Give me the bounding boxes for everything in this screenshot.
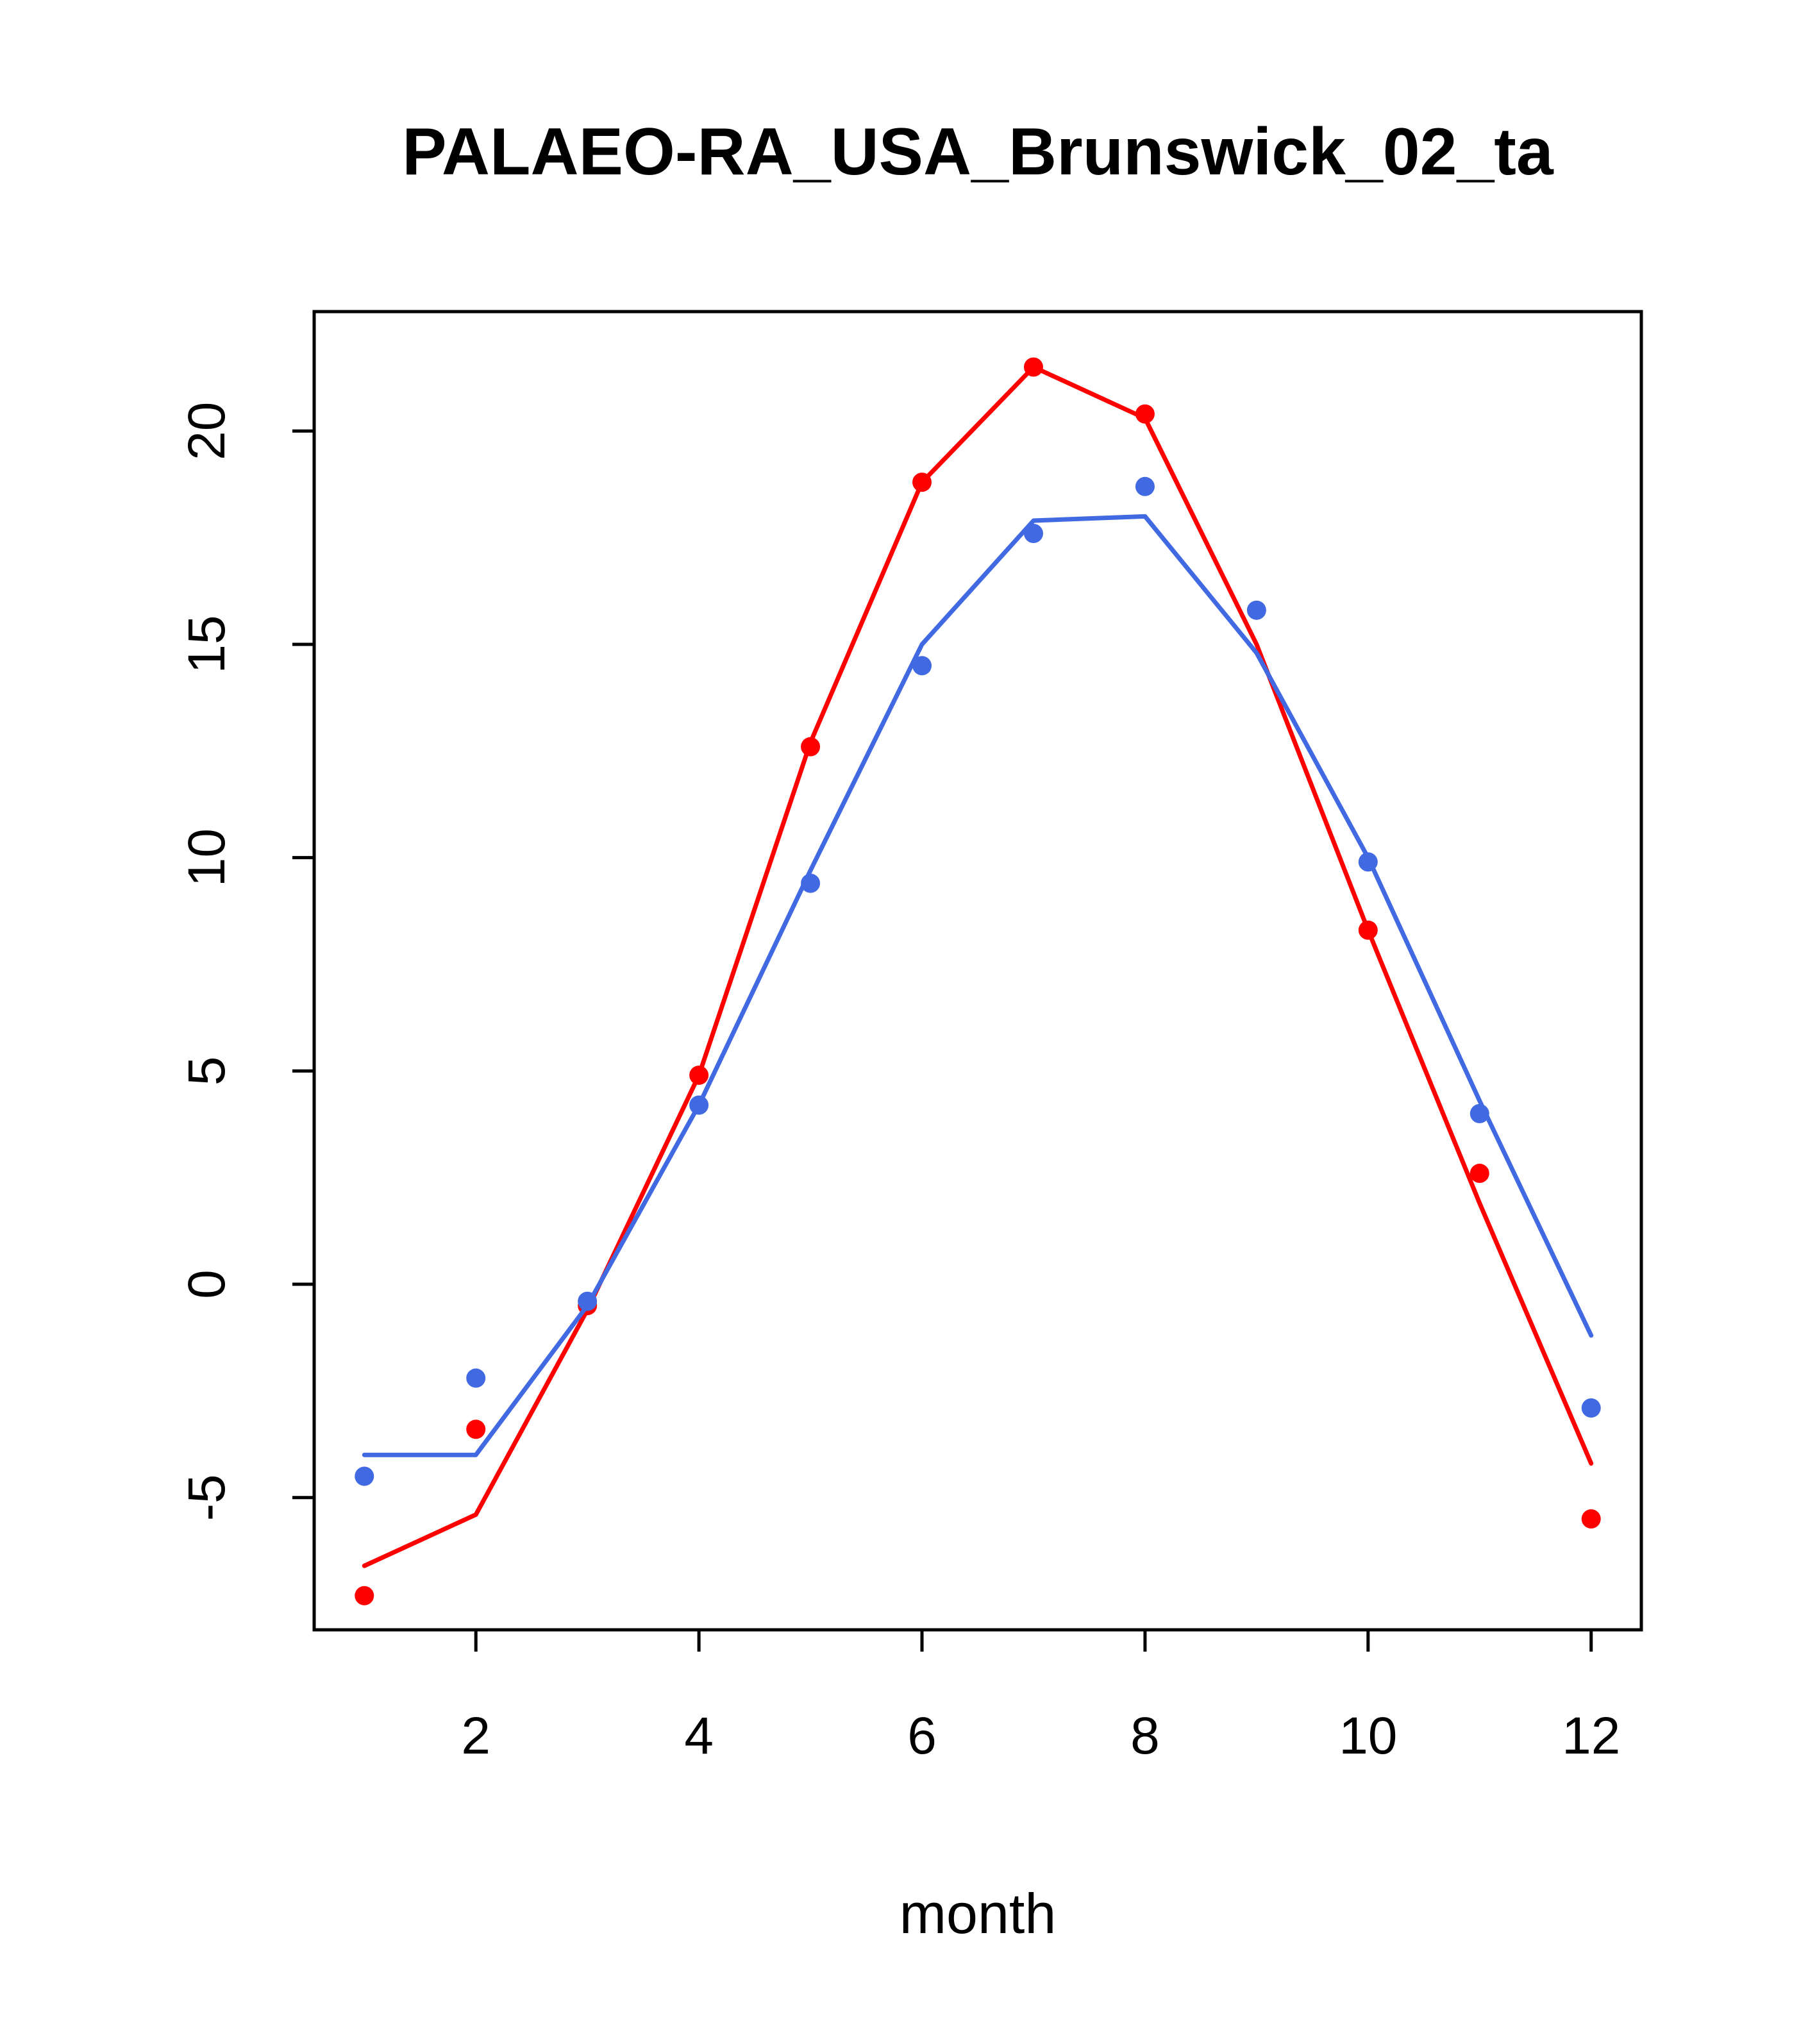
y-tick-label: 0 [178,1269,236,1299]
blue-points-marker [1470,1103,1489,1123]
red-points-marker [689,1066,709,1085]
y-tick-label: -5 [178,1474,236,1521]
blue-points-marker [1358,852,1378,872]
blue-points-marker [466,1368,486,1388]
blue-points-marker [1023,523,1043,543]
red-points-marker [466,1420,486,1439]
y-tick-label: 10 [178,828,236,887]
x-tick-label: 12 [1562,1707,1620,1765]
x-tick-label: 2 [461,1707,490,1765]
x-axis-label: month [900,1882,1057,1945]
x-tick-label: 4 [684,1707,714,1765]
red-points-marker [1470,1164,1489,1184]
x-tick-label: 8 [1130,1707,1160,1765]
red-points-marker [912,473,932,492]
red-points-marker [355,1586,374,1605]
plot-box [312,310,1643,1632]
y-tick-label: 20 [178,402,236,460]
x-tick-label: 6 [907,1707,937,1765]
blue-line-series [362,514,1594,1457]
blue-points-marker [1581,1398,1601,1418]
red-points-marker [1135,404,1155,424]
red-line-series [362,364,1594,1568]
x-tick-label: 10 [1339,1707,1397,1765]
blue-points-marker [912,656,932,676]
red-points-marker [1581,1509,1601,1529]
y-tick-label: 15 [178,615,236,673]
blue-points-marker [578,1291,598,1311]
y-tick-label: 5 [178,1057,236,1086]
blue-points-marker [1246,600,1266,620]
red-points-marker [801,737,821,757]
red-points-marker [1358,920,1378,940]
blue-points-marker [355,1466,374,1486]
red-points-marker [1023,357,1043,377]
blue-points-marker [1135,476,1155,496]
blue-points-marker [801,873,821,893]
plot-area: 2 4 6 8 10 12 -5 0 5 10 15 20 [178,310,1643,1765]
chart-title: PALAEO-RA_USA_Brunswick_02_ta [402,115,1554,189]
blue-points-marker [689,1095,709,1115]
